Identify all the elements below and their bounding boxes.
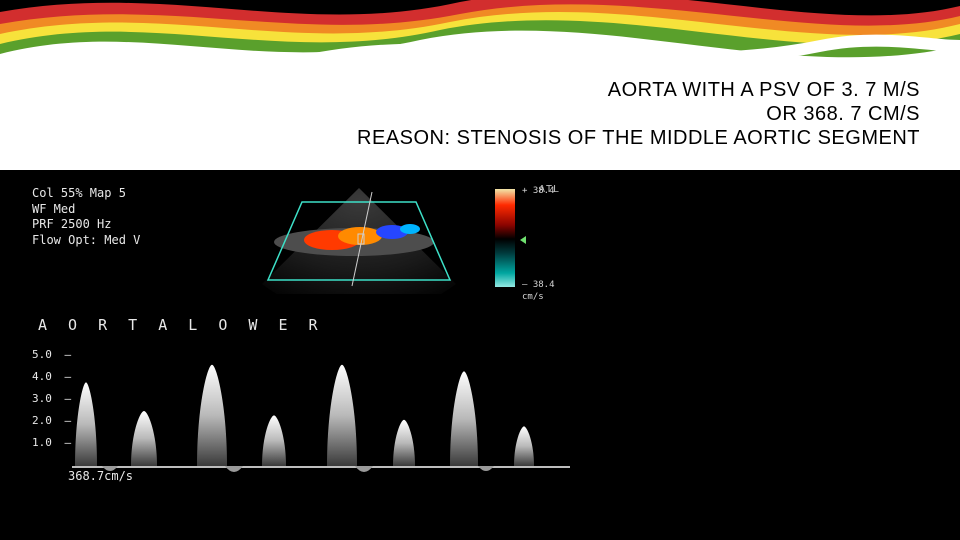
spectrum-peak: [262, 415, 286, 466]
slide-root: AORTA WITH A PSV OF 3. 7 M/S OR 368. 7 C…: [0, 0, 960, 540]
title-line-3: REASON: STENOSIS OF THE MIDDLE AORTIC SE…: [40, 126, 920, 150]
ultrasound-figure: ATL Col 55% Map 5 WF Med PRF 2500 Hz Flo…: [24, 178, 574, 500]
spectrum-peak: [514, 426, 534, 466]
param-wf: WF Med: [32, 202, 140, 218]
spectrum-peak: [197, 365, 227, 466]
slide-title: AORTA WITH A PSV OF 3. 7 M/S OR 368. 7 C…: [40, 78, 920, 150]
title-line-2: OR 368. 7 CM/S: [40, 102, 920, 126]
spectrum-below-peak: [478, 466, 494, 471]
doppler-orange: [338, 227, 382, 245]
colorbar-bottom-label: – 38.4: [522, 280, 555, 290]
spectrum-peak: [327, 365, 357, 466]
colorbar-units: cm/s: [522, 292, 544, 302]
spectrum-peak: [131, 411, 157, 466]
spectrum-peak: [393, 420, 415, 466]
param-flow: Flow Opt: Med V: [32, 233, 140, 249]
param-col-map: Col 55% Map 5: [32, 186, 140, 202]
aorta-region-label: A O R T A L O W E R: [38, 316, 324, 334]
spectrum-below-peak: [225, 466, 243, 472]
wave-svg: [0, 0, 960, 78]
colorbar: + 38.4 – 38.4 cm/s: [494, 188, 516, 288]
colorbar-gradient: [494, 188, 516, 288]
spectrum-peak: [450, 371, 478, 466]
title-line-1: AORTA WITH A PSV OF 3. 7 M/S: [40, 78, 920, 102]
top-wave-decor: [0, 0, 960, 78]
spectrum-below-peak: [355, 466, 373, 472]
param-prf: PRF 2500 Hz: [32, 217, 140, 233]
sector-svg: [244, 184, 474, 294]
colorbar-zero-tick: [520, 236, 526, 244]
colorbar-top-label: + 38.4: [522, 186, 555, 196]
spectrum-peak: [75, 382, 97, 466]
doppler-spectrum: 5.0 –4.0 –3.0 –2.0 –1.0 – 368.7cm/s: [24, 348, 574, 493]
doppler-cyan: [400, 224, 420, 234]
ultrasound-sector: [244, 184, 474, 294]
psv-readout: 368.7cm/s: [68, 469, 133, 483]
ultrasound-params-block: Col 55% Map 5 WF Med PRF 2500 Hz Flow Op…: [32, 186, 140, 248]
